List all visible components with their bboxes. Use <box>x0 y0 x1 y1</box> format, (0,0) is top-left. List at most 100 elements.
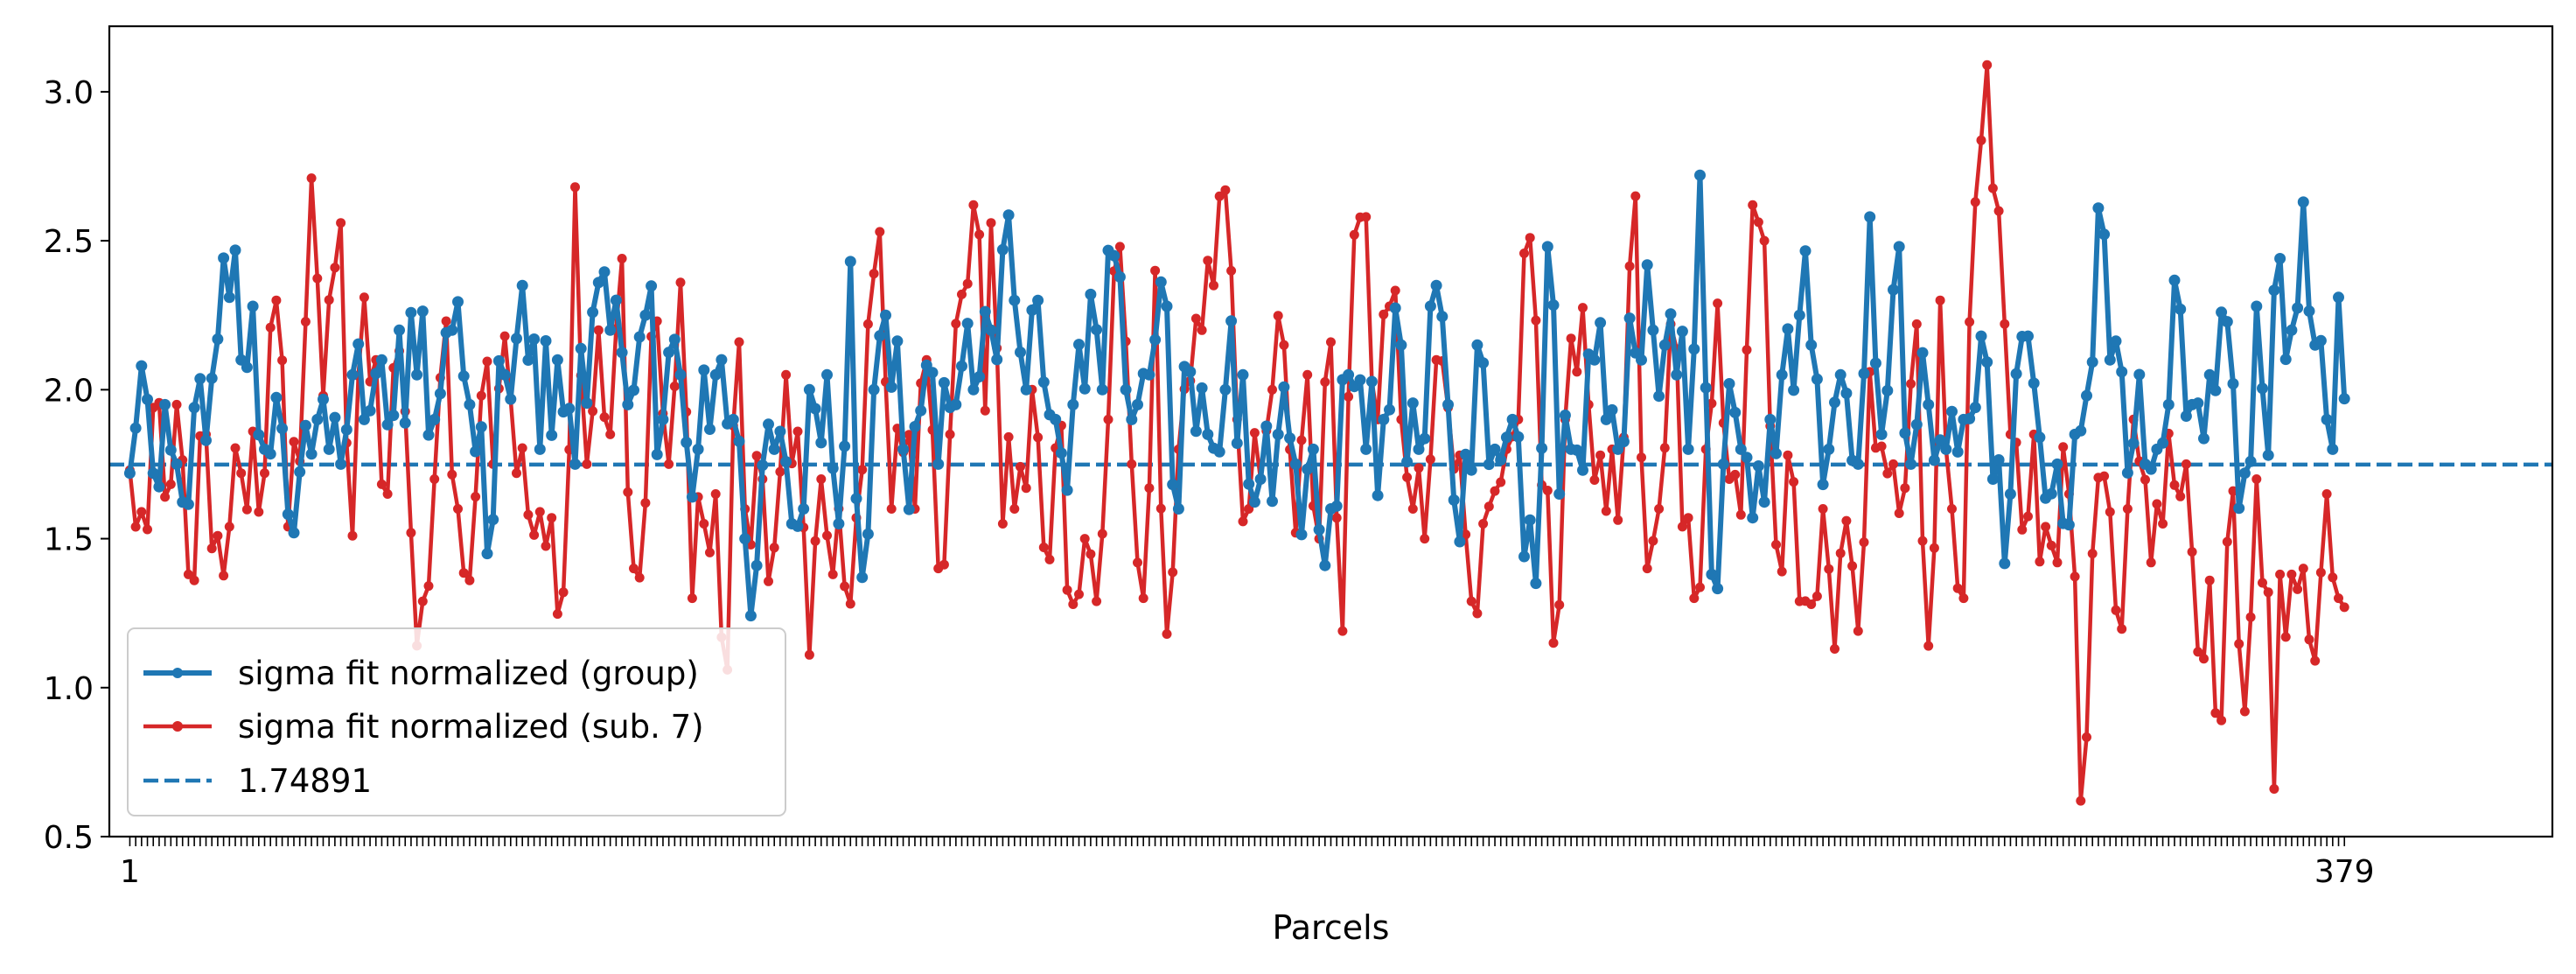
data-point <box>224 522 234 532</box>
data-point <box>2333 291 2344 304</box>
data-point <box>1934 434 1946 446</box>
data-point <box>534 443 546 455</box>
data-point <box>628 384 639 396</box>
data-point <box>2168 274 2181 286</box>
data-point <box>891 335 904 347</box>
data-point <box>2321 413 2333 425</box>
data-point <box>810 536 820 546</box>
data-point <box>1155 503 1166 514</box>
data-point <box>253 429 265 441</box>
data-point <box>546 429 558 441</box>
data-point <box>1752 460 1764 472</box>
data-point <box>529 529 540 540</box>
data-point <box>1267 495 1278 508</box>
data-point <box>1320 377 1330 387</box>
data-point <box>1683 513 1693 523</box>
data-point <box>471 492 481 502</box>
data-point <box>2041 522 2051 532</box>
data-point <box>698 364 710 376</box>
data-point <box>2127 438 2140 450</box>
data-point <box>1654 504 1665 514</box>
data-point <box>763 418 774 431</box>
data-point <box>1823 443 1835 455</box>
data-point <box>551 354 563 366</box>
data-point <box>423 581 434 592</box>
data-point <box>1572 367 1582 377</box>
data-point <box>260 468 269 479</box>
data-point <box>951 319 961 329</box>
data-point <box>979 305 991 318</box>
data-point <box>857 465 868 475</box>
data-point <box>1407 504 1418 514</box>
data-point <box>1196 382 1208 394</box>
data-point <box>1021 483 1031 494</box>
data-point <box>1149 333 1162 346</box>
data-point <box>739 533 751 545</box>
data-point <box>2245 612 2256 622</box>
data-point <box>2000 319 2010 329</box>
data-point <box>1461 529 1471 540</box>
data-point <box>980 405 990 416</box>
data-point <box>1113 271 1126 283</box>
data-point <box>2082 732 2091 742</box>
data-point <box>1032 294 1044 306</box>
data-point <box>219 571 229 581</box>
data-point <box>370 368 382 380</box>
data-point <box>1319 559 1331 571</box>
data-point <box>1741 452 1753 464</box>
data-point <box>768 443 780 455</box>
data-point <box>909 421 921 432</box>
data-point <box>1571 444 1583 456</box>
data-point <box>1817 479 1829 491</box>
data-point <box>622 398 634 410</box>
series-group <box>123 169 2350 622</box>
data-point <box>1548 638 1559 648</box>
data-point <box>1248 496 1260 508</box>
data-point <box>1541 241 1553 253</box>
data-point <box>844 256 856 268</box>
data-point <box>2234 639 2244 649</box>
data-point <box>1876 441 1887 452</box>
data-point <box>1460 448 1472 460</box>
data-point <box>2081 389 2092 402</box>
data-point <box>1753 217 1763 228</box>
legend-frame <box>127 627 786 816</box>
data-point <box>143 524 152 535</box>
data-point <box>1330 500 1343 512</box>
data-point <box>2058 442 2069 452</box>
data-point <box>1037 376 1050 389</box>
data-point <box>1647 324 1659 336</box>
data-point <box>2034 431 2046 444</box>
data-point <box>1108 249 1120 262</box>
data-point <box>974 229 985 240</box>
data-point <box>1354 374 1366 386</box>
y-tick-label: 1.0 <box>44 671 94 707</box>
data-point <box>552 609 562 620</box>
data-point <box>1578 303 1588 313</box>
data-point <box>2133 368 2146 381</box>
data-point <box>1372 489 1384 501</box>
data-point <box>1436 311 1449 323</box>
data-point <box>464 398 476 410</box>
data-point <box>1062 585 1072 595</box>
data-point <box>1096 383 1108 396</box>
data-point <box>2076 795 2086 806</box>
data-point <box>840 581 850 592</box>
data-point <box>1981 356 1993 368</box>
data-point <box>1214 191 1225 201</box>
data-point <box>997 519 1008 529</box>
data-point <box>1595 450 1606 460</box>
data-point <box>769 543 779 553</box>
plot-area <box>109 60 2552 806</box>
data-point <box>505 393 517 405</box>
data-point <box>452 296 464 308</box>
data-point <box>1641 259 1653 271</box>
data-point <box>200 434 212 446</box>
data-point <box>1132 398 1143 410</box>
data-point <box>710 489 721 499</box>
data-point <box>2028 377 2040 389</box>
data-point <box>1653 390 1665 403</box>
data-point <box>1483 459 1495 471</box>
data-point <box>1965 317 1975 327</box>
